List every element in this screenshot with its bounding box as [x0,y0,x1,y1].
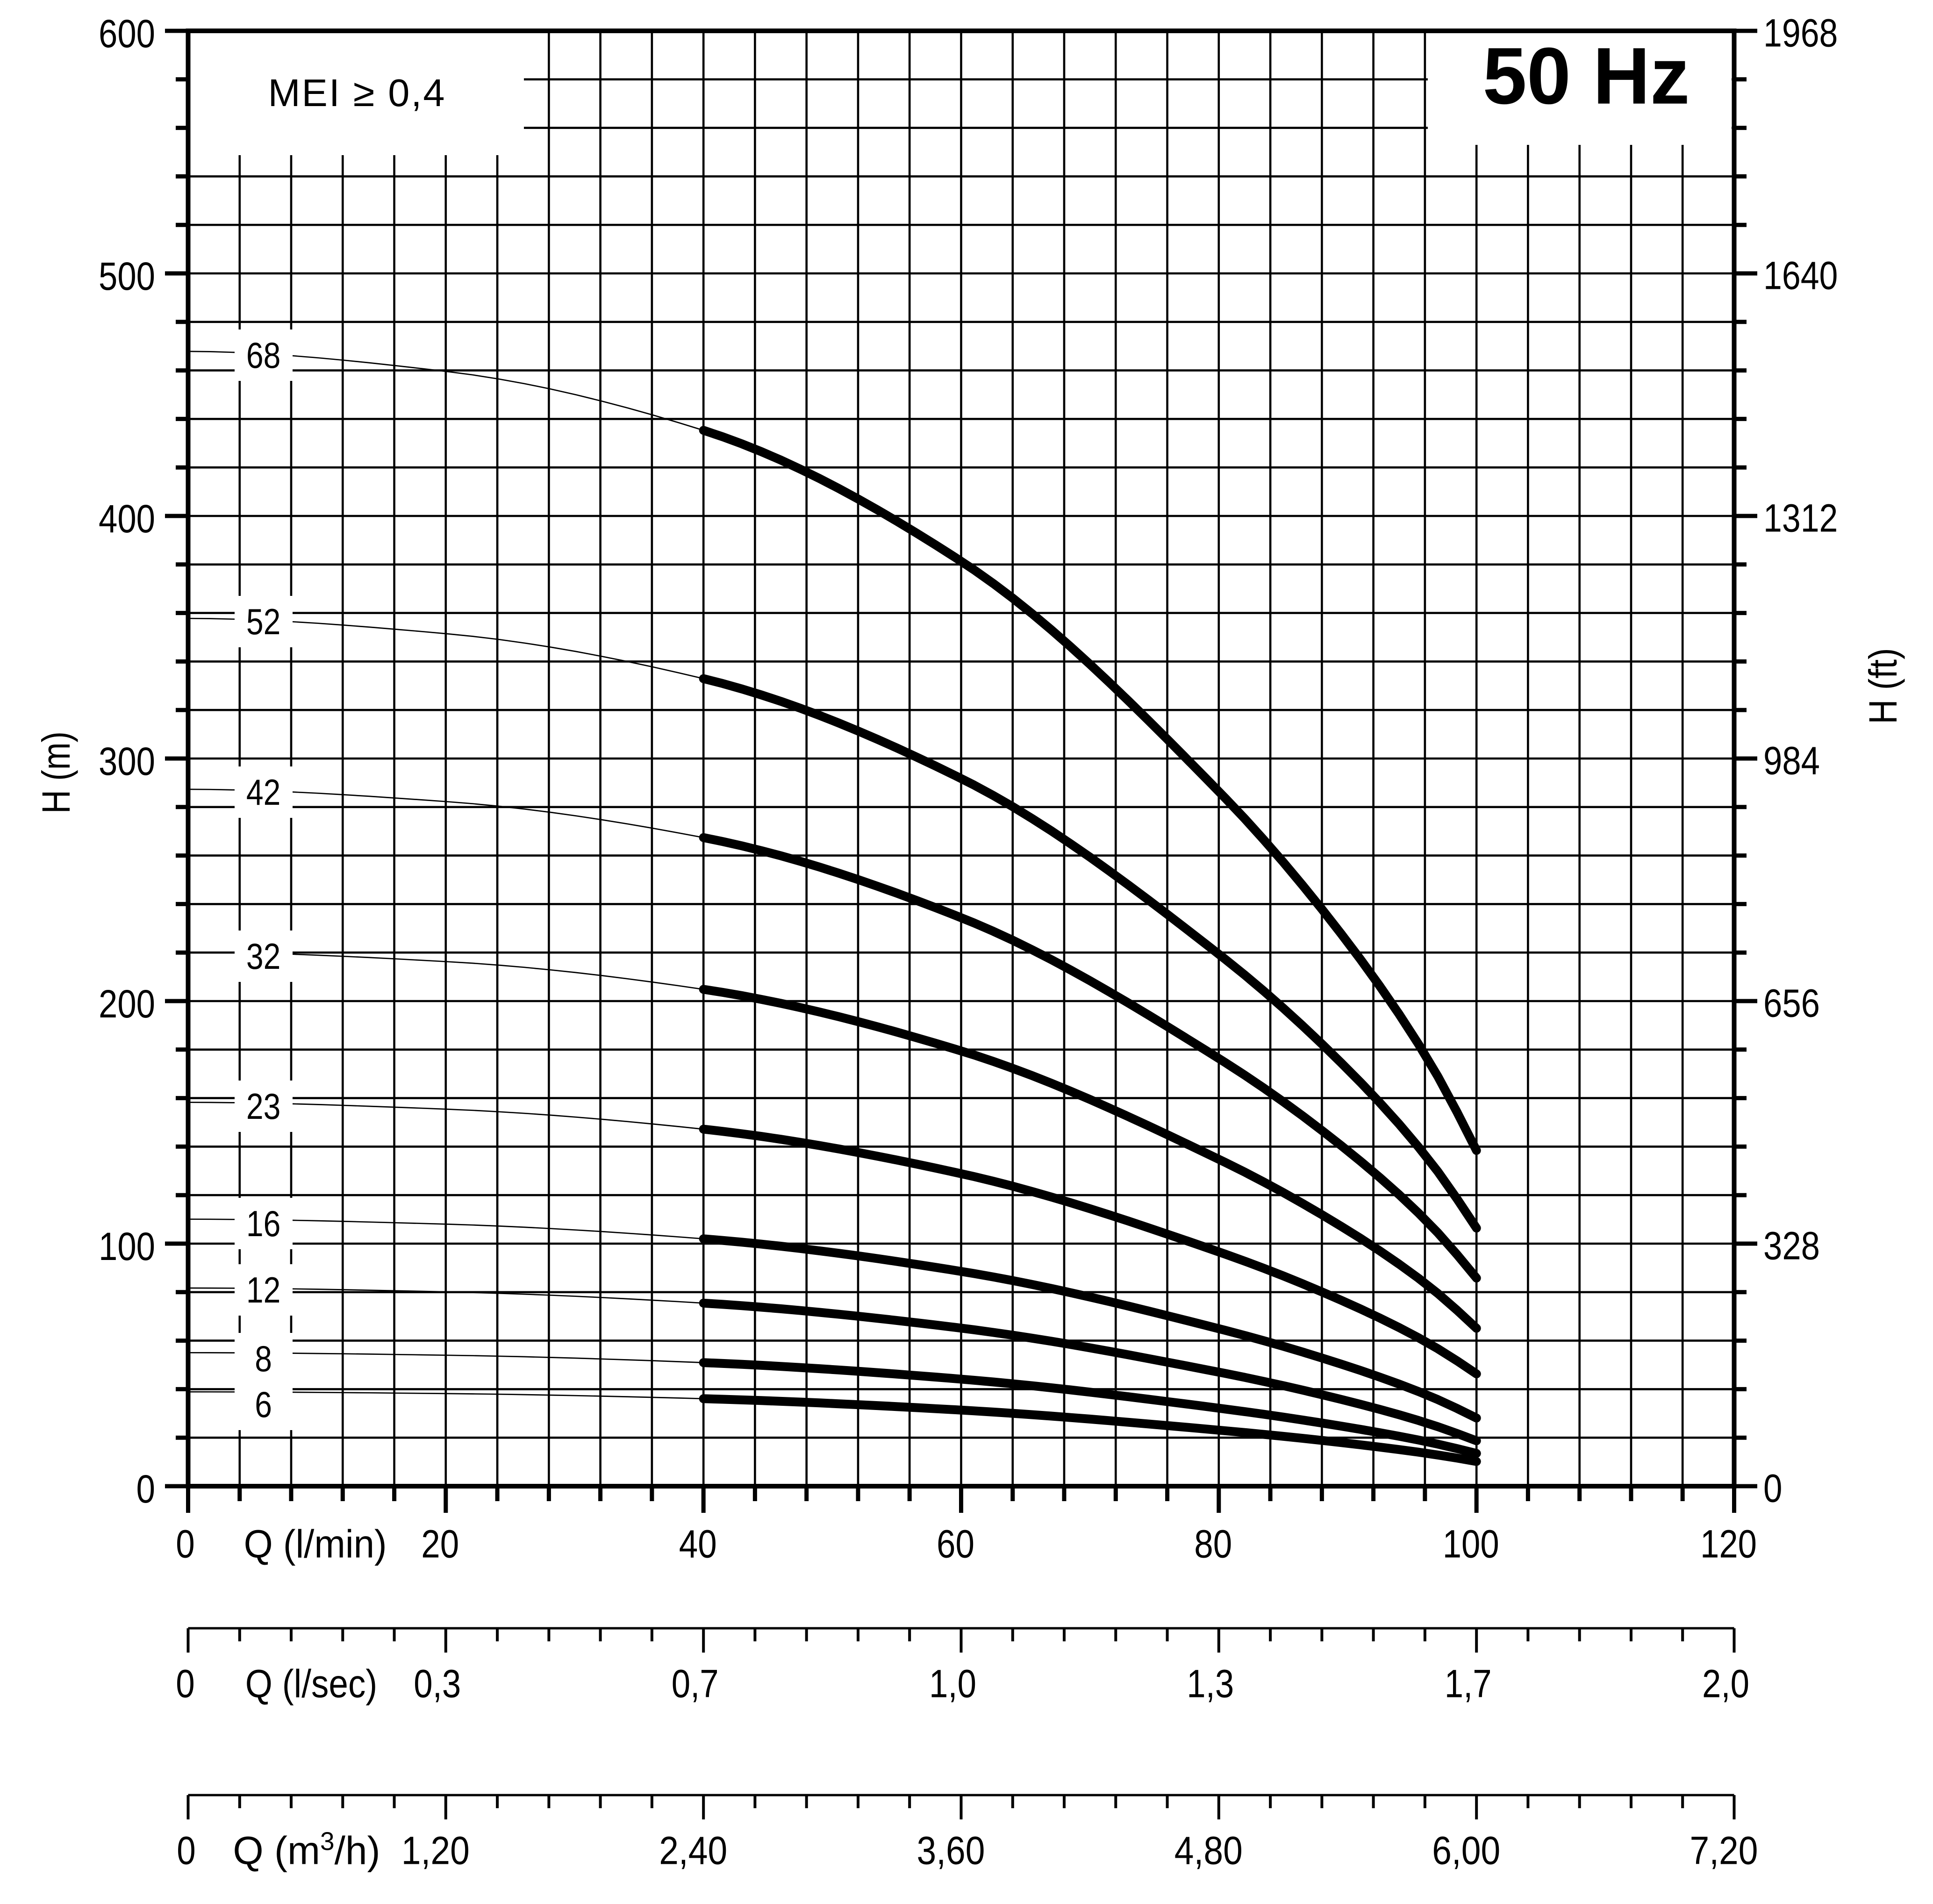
svg-text:16: 16 [246,1203,281,1244]
svg-text:8: 8 [255,1338,272,1379]
svg-text:H (ft): H (ft) [1861,648,1905,724]
svg-text:300: 300 [99,739,155,783]
svg-text:200: 200 [99,982,155,1026]
svg-text:60: 60 [937,1522,974,1566]
svg-text:1640: 1640 [1763,253,1838,297]
svg-text:1,20: 1,20 [401,1829,470,1873]
svg-text:1,3: 1,3 [1187,1662,1234,1706]
svg-text:Q (m3/h): Q (m3/h) [233,1827,380,1873]
svg-text:1968: 1968 [1763,11,1838,55]
svg-text:Q (l/sec): Q (l/sec) [245,1662,378,1706]
svg-text:42: 42 [246,772,281,813]
svg-text:H (m): H (m) [34,731,78,814]
svg-text:100: 100 [1443,1522,1499,1566]
svg-text:80: 80 [1194,1522,1232,1566]
svg-text:0,7: 0,7 [672,1662,719,1706]
svg-text:68: 68 [246,335,281,376]
svg-text:328: 328 [1763,1224,1820,1267]
svg-text:20: 20 [421,1522,459,1566]
svg-text:Q (l/min): Q (l/min) [244,1522,387,1566]
svg-text:6,00: 6,00 [1432,1829,1500,1873]
svg-text:23: 23 [246,1086,281,1127]
svg-text:1,7: 1,7 [1445,1662,1492,1706]
svg-text:3,60: 3,60 [917,1829,985,1873]
svg-text:120: 120 [1700,1522,1757,1566]
svg-text:0: 0 [136,1467,156,1511]
svg-text:6: 6 [255,1384,272,1425]
svg-text:0,3: 0,3 [414,1662,461,1706]
svg-text:12: 12 [246,1269,281,1310]
svg-text:100: 100 [99,1224,155,1268]
svg-text:32: 32 [246,936,281,977]
svg-text:0: 0 [176,1522,195,1566]
svg-text:40: 40 [679,1522,717,1566]
svg-text:MEI ≥ 0,4: MEI ≥ 0,4 [268,71,445,115]
svg-text:2,40: 2,40 [659,1829,727,1873]
svg-text:600: 600 [99,12,155,56]
svg-text:2,0: 2,0 [1702,1662,1749,1706]
svg-text:52: 52 [246,601,281,642]
svg-text:1312: 1312 [1763,496,1838,540]
svg-text:0: 0 [177,1829,196,1873]
svg-text:500: 500 [99,254,155,298]
svg-text:7,20: 7,20 [1690,1829,1758,1873]
svg-text:0: 0 [1763,1466,1783,1510]
svg-text:0: 0 [176,1662,195,1706]
svg-text:1,0: 1,0 [929,1662,976,1706]
svg-text:4,80: 4,80 [1174,1829,1243,1873]
svg-text:400: 400 [99,497,155,541]
svg-text:984: 984 [1763,738,1820,782]
svg-text:656: 656 [1763,981,1820,1025]
svg-text:50 Hz: 50 Hz [1483,31,1690,121]
